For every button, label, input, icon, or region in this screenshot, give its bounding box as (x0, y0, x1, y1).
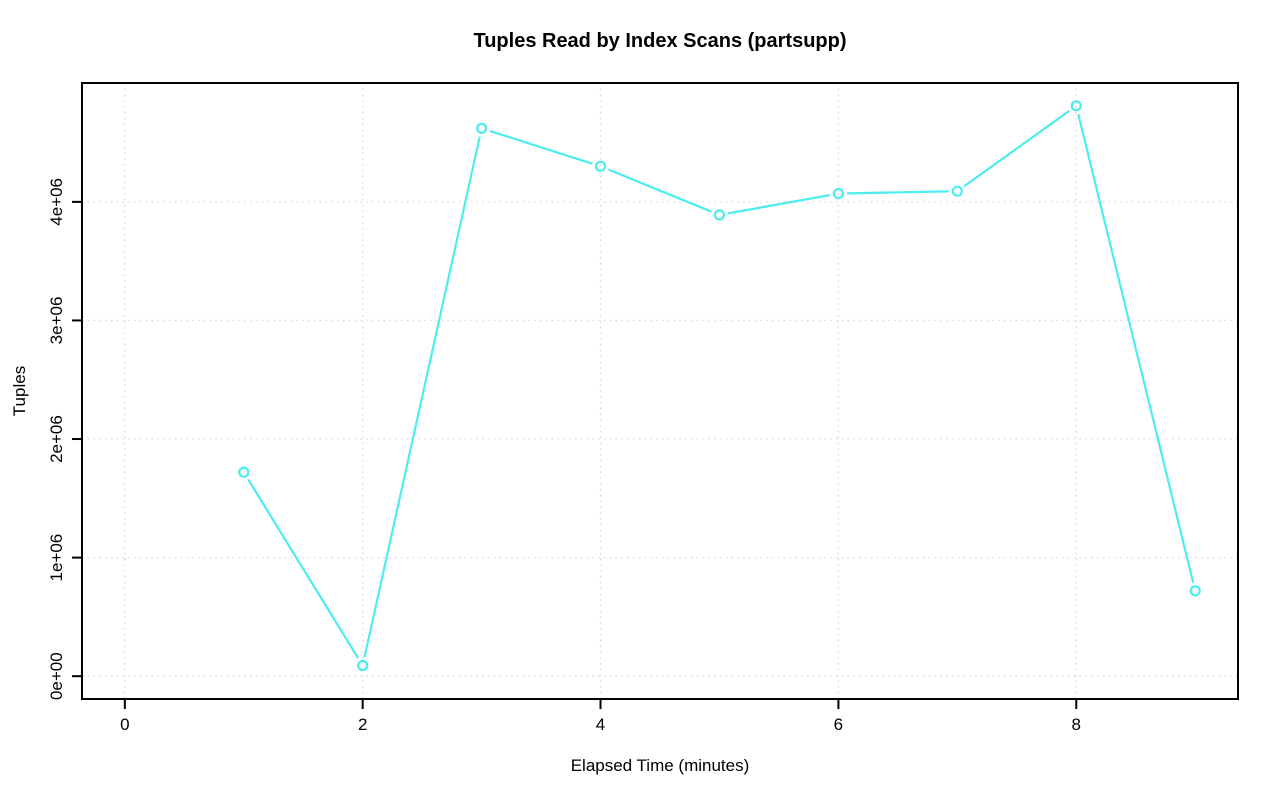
axes-layer: 0 2 4 6 8 0e+00 1e+06 2e+06 3e+06 4e+06 (47, 82, 1239, 734)
data-point-marker (476, 122, 488, 134)
series-segment (489, 130, 593, 165)
series-segment (1077, 113, 1195, 583)
y-tick-label: 1e+06 (47, 534, 66, 582)
x-tick-label: 6 (834, 715, 843, 734)
x-tick-label: 0 (120, 715, 129, 734)
series-segment (608, 168, 712, 213)
data-point-marker (357, 659, 369, 672)
data-point-marker (832, 187, 844, 200)
y-tick-label: 2e+06 (47, 415, 66, 463)
x-tick-label: 8 (1072, 715, 1081, 734)
series-segment (963, 110, 1070, 187)
data-point-marker (951, 185, 963, 197)
series-segment (363, 136, 481, 658)
series-layer (238, 100, 1201, 672)
y-tick-label: 0e+00 (47, 652, 66, 700)
data-point-marker (1070, 100, 1082, 112)
y-tick-label: 4e+06 (47, 178, 66, 226)
series-segment (727, 194, 831, 215)
y-tick-label: 3e+06 (47, 297, 66, 345)
y-axis-label: Tuples (10, 366, 29, 416)
data-point-marker (594, 160, 607, 172)
series-segment (247, 479, 359, 659)
x-axis-label: Elapsed Time (minutes) (571, 756, 750, 775)
grid-layer (82, 83, 1238, 699)
data-point-marker (713, 209, 726, 221)
data-point-marker (1189, 585, 1201, 597)
series-segment (846, 190, 949, 195)
plot-border (81, 82, 1239, 700)
data-point-marker (238, 466, 250, 478)
x-tick-label: 2 (358, 715, 367, 734)
chart-title: Tuples Read by Index Scans (partsupp) (473, 30, 846, 52)
x-tick-label: 4 (596, 715, 605, 734)
